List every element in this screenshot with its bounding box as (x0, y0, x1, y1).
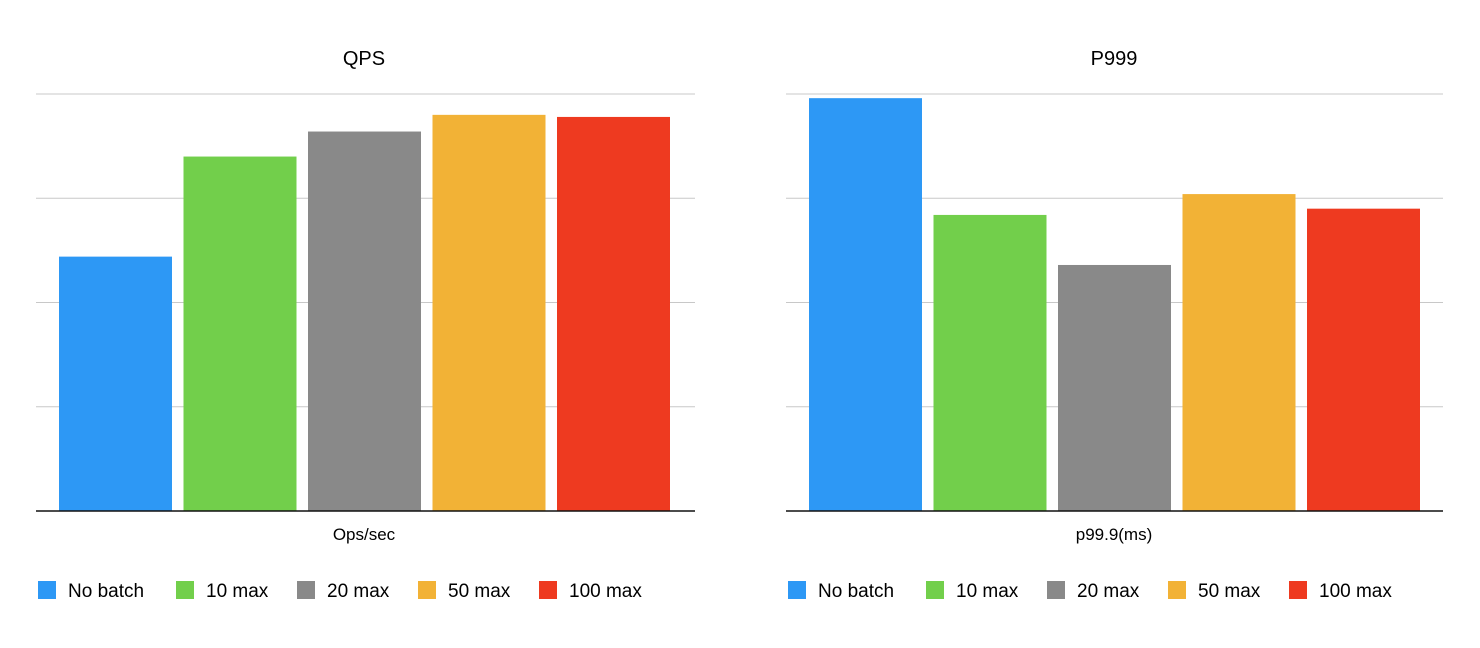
legend-label: 50 max (448, 581, 511, 602)
bar-20-max (308, 131, 421, 511)
p999-chart-svg: P999 p99.9(ms) No batch 10 max 20 max 50 ma… (786, 48, 1443, 602)
legend-label: 10 max (206, 581, 269, 602)
qps-chart: QPS Ops/sec No batch 10 max 20 max 50 max 10… (36, 48, 695, 602)
x-axis-label: Ops/sec (333, 525, 396, 544)
legend-swatch (1047, 581, 1065, 599)
bar-50-max (432, 114, 546, 511)
bar-20-max (1058, 264, 1171, 511)
bar-no-batch (809, 98, 922, 512)
legend: No batch 10 max 20 max 50 max 100 max (788, 581, 1392, 602)
bars (809, 98, 1420, 512)
legend-swatch (38, 581, 56, 599)
legend: No batch 10 max 20 max 50 max 100 max (38, 581, 642, 602)
legend-swatch (788, 581, 806, 599)
legend-label: 100 max (1319, 581, 1392, 602)
legend-swatch (539, 581, 557, 599)
bar-no-batch (59, 256, 172, 511)
qps-chart-svg: QPS Ops/sec No batch 10 max 20 max 50 max 10… (36, 48, 695, 602)
legend-label: 50 max (1198, 581, 1261, 602)
legend-label: No batch (68, 581, 144, 602)
bar-10-max (933, 214, 1047, 511)
bar-100-max (557, 116, 670, 511)
legend-swatch (1168, 581, 1186, 599)
x-axis-label: p99.9(ms) (1076, 525, 1153, 544)
chart-title: P999 (1091, 48, 1138, 70)
bars (59, 114, 670, 512)
legend-label: 100 max (569, 581, 642, 602)
legend-swatch (297, 581, 315, 599)
legend-swatch (926, 581, 944, 599)
legend-label: 20 max (327, 581, 390, 602)
bar-50-max (1182, 194, 1296, 511)
chart-title: QPS (343, 48, 385, 70)
legend-swatch (1289, 581, 1307, 599)
legend-swatch (176, 581, 194, 599)
p999-chart: P999 p99.9(ms) No batch 10 max 20 max 50 ma… (750, 0, 1480, 648)
legend-label: 10 max (956, 581, 1019, 602)
legend-label: 20 max (1077, 581, 1140, 602)
bar-100-max (1307, 208, 1420, 512)
legend-swatch (418, 581, 436, 599)
bar-10-max (183, 156, 297, 512)
legend-label: No batch (818, 581, 894, 602)
